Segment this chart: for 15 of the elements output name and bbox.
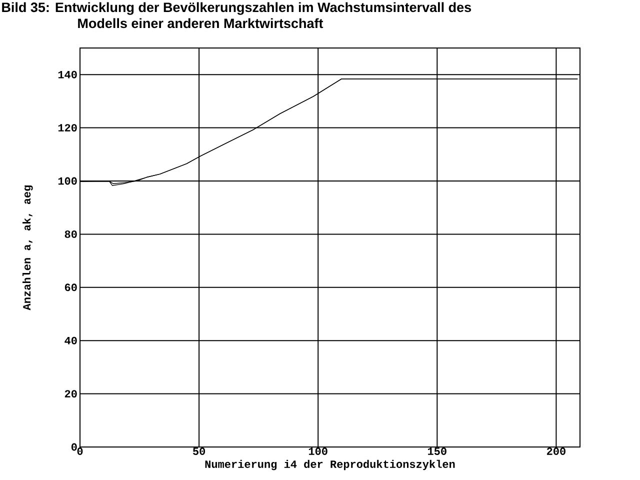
y-tick-label: 140 [58, 70, 77, 78]
y-tick-label: 120 [58, 124, 77, 132]
x-axis-title: Numerierung i4 der Reproduktionszyklen [205, 460, 455, 470]
y-tick-label: 40 [64, 336, 77, 344]
chart-title: Bild 35: Entwicklung der Bevölkerungszahlen im Wachstumsintervall des Modells einer anderen Marktwirtschaft [2, 2, 472, 28]
x-tick-label: 50 [193, 448, 206, 455]
y-tick-label: 80 [64, 230, 77, 238]
y-tick-label: 20 [64, 390, 77, 398]
y-tick-label: 100 [58, 177, 77, 185]
x-tick-label: 150 [428, 448, 446, 455]
y-tick-label: 60 [64, 284, 77, 292]
x-tick-label: 0 [77, 448, 83, 455]
x-tick-label: 100 [308, 448, 328, 455]
x-tick-label: 200 [546, 448, 566, 455]
y-axis-title: Anzahlen a, ak, aeg [22, 185, 33, 310]
